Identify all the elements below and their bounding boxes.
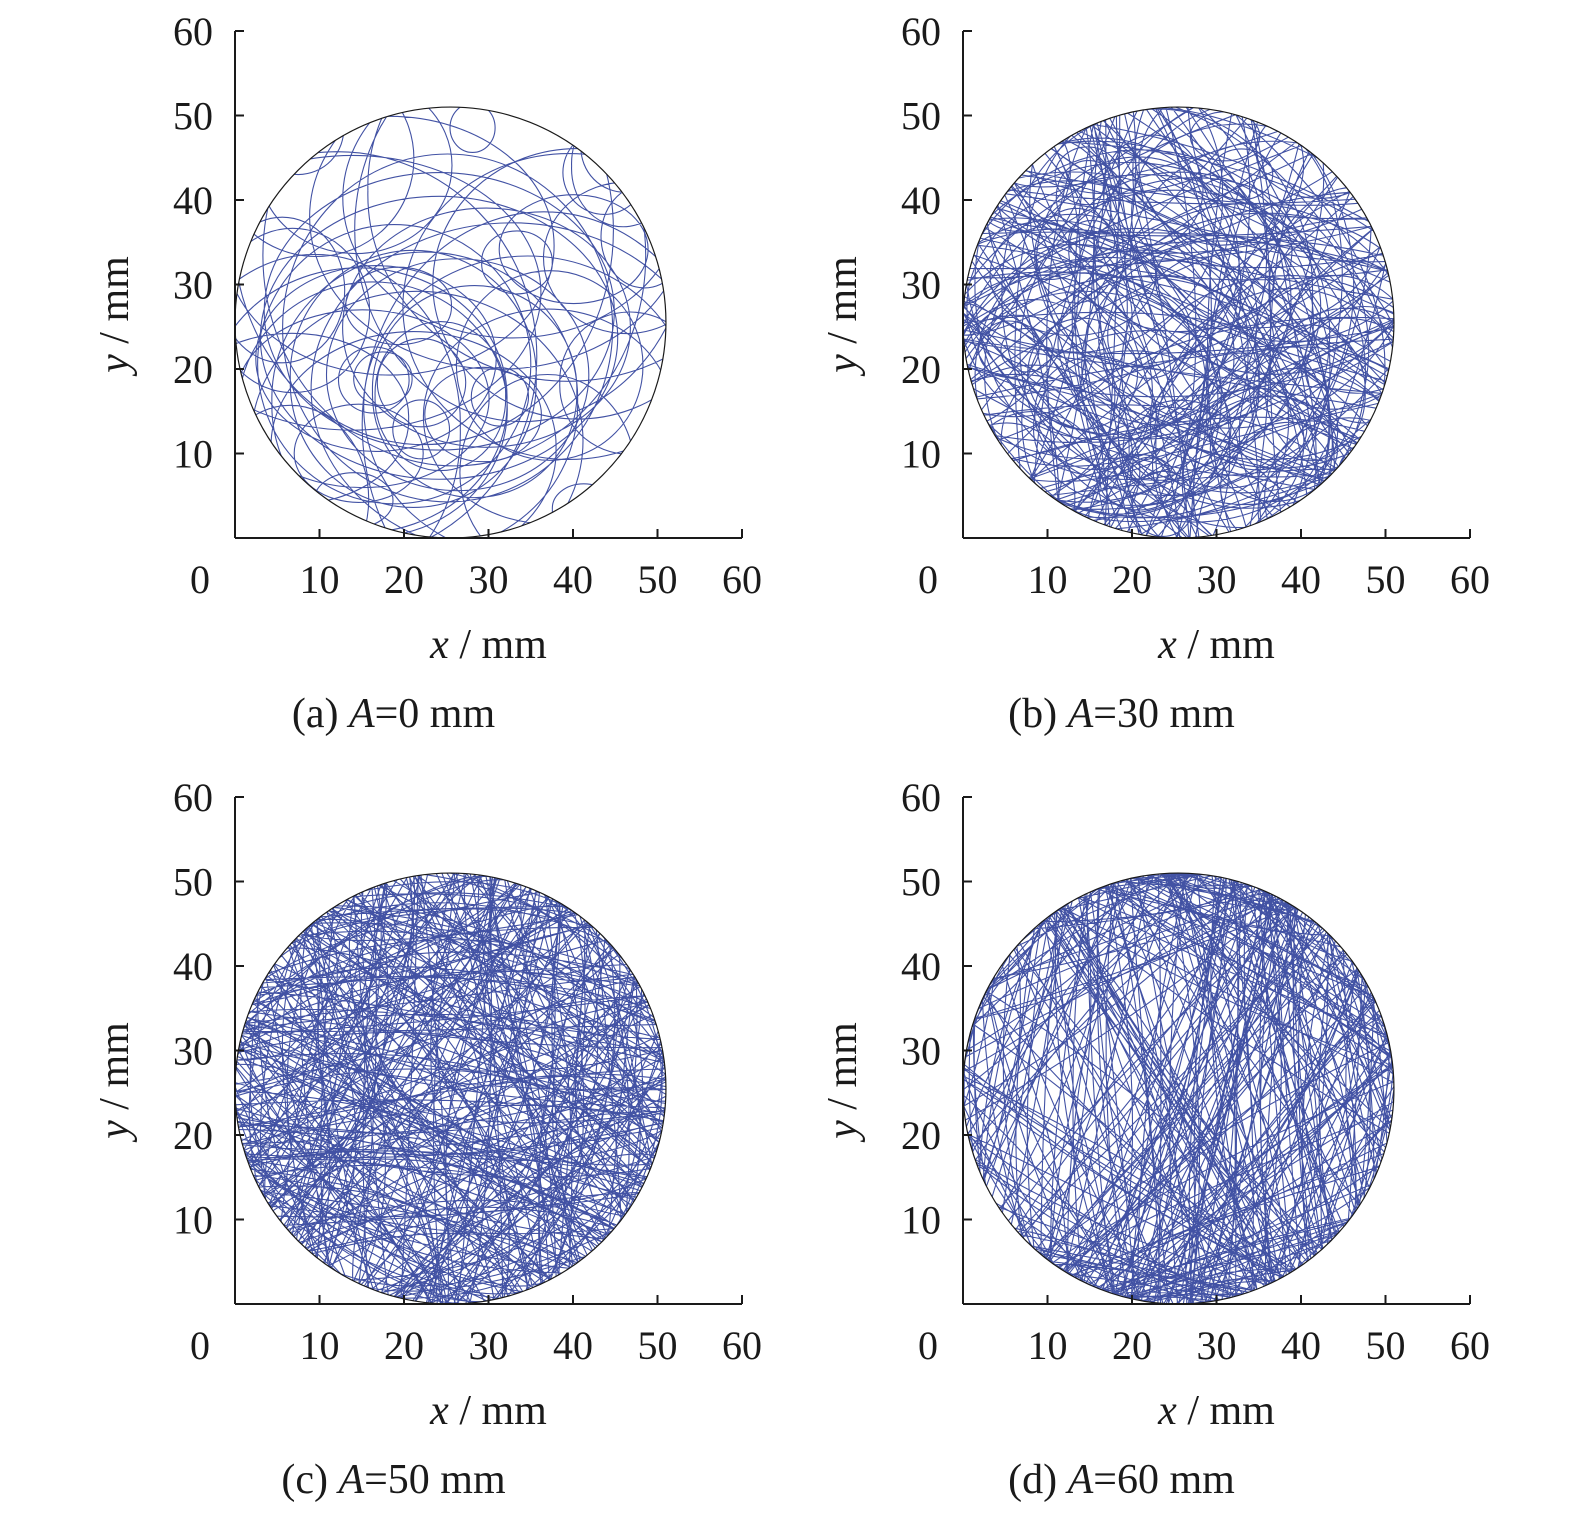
trajectory-group bbox=[963, 107, 1394, 538]
x-tick-label: 40 bbox=[553, 557, 593, 602]
chart-svg-a: 0 10 20 30 40 50 60 10 20 30 40 50 60 x / mm y / mm bbox=[92, 9, 762, 668]
subplot-b: 0 10 20 30 40 50 60 10 20 30 40 50 60 x / mm y / mm (b… bbox=[728, 0, 1515, 764]
x-axis-title: x / mm bbox=[1157, 1388, 1275, 1434]
y-tick-label: 20 bbox=[173, 347, 213, 392]
x-tick-label: 20 bbox=[384, 1323, 424, 1368]
y-axis-title: y / mm bbox=[820, 1022, 866, 1143]
caption-b: (b) A=30 mm bbox=[1008, 691, 1235, 737]
x-tick-label: 10 bbox=[300, 557, 340, 602]
y-tick-label: 60 bbox=[173, 9, 213, 54]
x-tick-label: 50 bbox=[638, 1323, 678, 1368]
y-tick-label: 50 bbox=[173, 860, 213, 905]
x-tick-label: 10 bbox=[1028, 1323, 1068, 1368]
chart-svg-c: 0 10 20 30 40 50 60 10 20 30 40 50 60 x / mm y / mm bbox=[92, 775, 762, 1434]
x-tick-label: 0 bbox=[918, 557, 938, 602]
x-axis-title: x / mm bbox=[429, 622, 547, 668]
x-tick-label: 50 bbox=[1366, 1323, 1406, 1368]
chart-svg-d: 0 10 20 30 40 50 60 10 20 30 40 50 60 x / mm y / mm bbox=[820, 775, 1490, 1434]
y-tick-label: 60 bbox=[901, 775, 941, 820]
x-tick-label: 30 bbox=[1197, 557, 1237, 602]
subplot-a: 0 10 20 30 40 50 60 10 20 30 40 50 60 x / mm y / mm (a… bbox=[0, 0, 787, 764]
y-tick-label: 10 bbox=[173, 1198, 213, 1243]
x-tick-label: 60 bbox=[1450, 557, 1490, 602]
y-tick-label: 30 bbox=[901, 263, 941, 308]
trajectory-group bbox=[963, 873, 1394, 1304]
x-tick-label: 40 bbox=[1281, 1323, 1321, 1368]
y-tick-label: 60 bbox=[901, 9, 941, 54]
x-tick-label: 60 bbox=[722, 1323, 762, 1368]
caption-d: (d) A=60 mm bbox=[1008, 1457, 1235, 1503]
trajectory-line bbox=[235, 107, 666, 538]
x-tick-label: 40 bbox=[553, 1323, 593, 1368]
x-axis-title: x / mm bbox=[429, 1388, 547, 1434]
trajectory-line bbox=[963, 873, 1394, 1304]
x-tick-label: 20 bbox=[384, 557, 424, 602]
y-tick-label: 40 bbox=[173, 178, 213, 223]
y-tick-label: 30 bbox=[173, 263, 213, 308]
x-axis-title: x / mm bbox=[1157, 622, 1275, 668]
y-tick-label: 40 bbox=[901, 178, 941, 223]
y-axis-title: y / mm bbox=[92, 1022, 138, 1143]
y-tick-label: 10 bbox=[901, 432, 941, 477]
x-tick-label: 20 bbox=[1112, 1323, 1152, 1368]
x-tick-label: 10 bbox=[300, 1323, 340, 1368]
y-tick-label: 20 bbox=[173, 1113, 213, 1158]
x-tick-label: 0 bbox=[190, 1323, 210, 1368]
x-tick-label: 40 bbox=[1281, 557, 1321, 602]
subplot-d: 0 10 20 30 40 50 60 10 20 30 40 50 60 x / mm y / mm (d… bbox=[728, 766, 1515, 1530]
x-tick-label: 10 bbox=[1028, 557, 1068, 602]
caption-c: (c) A=50 mm bbox=[281, 1457, 506, 1503]
x-tick-label: 50 bbox=[638, 557, 678, 602]
x-tick-label: 30 bbox=[1197, 1323, 1237, 1368]
x-tick-label: 0 bbox=[190, 557, 210, 602]
x-tick-label: 30 bbox=[469, 1323, 509, 1368]
x-tick-label: 20 bbox=[1112, 557, 1152, 602]
y-tick-label: 30 bbox=[173, 1029, 213, 1074]
y-tick-label: 50 bbox=[901, 860, 941, 905]
trajectory-line bbox=[963, 107, 1394, 538]
y-tick-label: 60 bbox=[173, 775, 213, 820]
chart-svg-b: 0 10 20 30 40 50 60 10 20 30 40 50 60 x / mm y / mm bbox=[820, 9, 1490, 668]
y-tick-label: 10 bbox=[901, 1198, 941, 1243]
y-tick-label: 10 bbox=[173, 432, 213, 477]
x-tick-label: 30 bbox=[469, 557, 509, 602]
y-axis-title: y / mm bbox=[820, 256, 866, 377]
y-tick-label: 50 bbox=[173, 94, 213, 139]
y-axis-title: y / mm bbox=[92, 256, 138, 377]
trajectory-group bbox=[235, 873, 666, 1304]
y-tick-label: 50 bbox=[901, 94, 941, 139]
trajectory-group bbox=[235, 107, 666, 538]
trajectory-line bbox=[235, 873, 666, 1304]
y-tick-label: 30 bbox=[901, 1029, 941, 1074]
caption-a: (a) A=0 mm bbox=[291, 691, 496, 737]
y-tick-label: 40 bbox=[173, 944, 213, 989]
y-tick-label: 20 bbox=[901, 347, 941, 392]
subplot-c: 0 10 20 30 40 50 60 10 20 30 40 50 60 x / mm y / mm (c… bbox=[0, 766, 787, 1530]
y-tick-label: 40 bbox=[901, 944, 941, 989]
x-tick-label: 60 bbox=[1450, 1323, 1490, 1368]
x-tick-label: 50 bbox=[1366, 557, 1406, 602]
y-tick-label: 20 bbox=[901, 1113, 941, 1158]
x-tick-label: 0 bbox=[918, 1323, 938, 1368]
x-tick-label: 60 bbox=[722, 557, 762, 602]
